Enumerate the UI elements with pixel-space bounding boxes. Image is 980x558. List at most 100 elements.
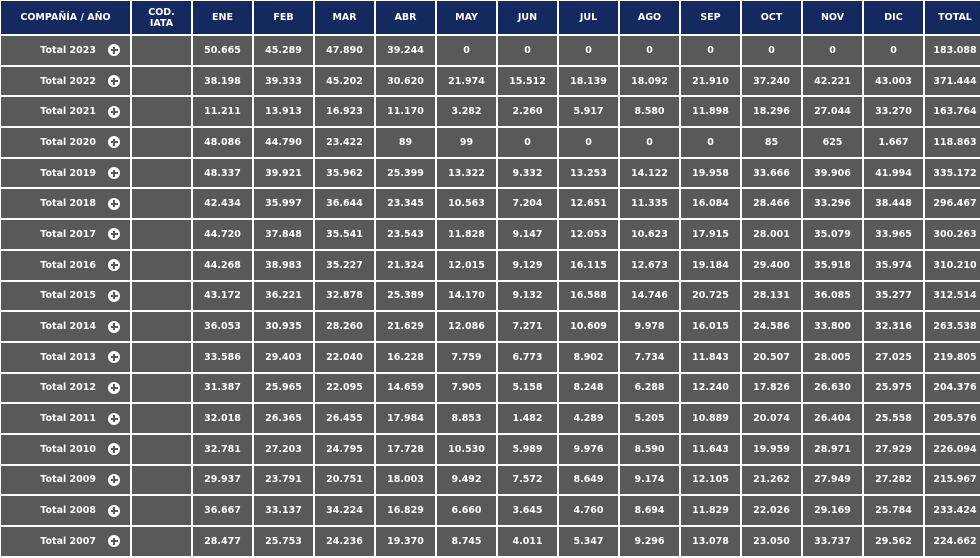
month-value-cell: 625	[801, 126, 864, 159]
month-value-cell: 18.296	[740, 95, 803, 129]
table-row: Total 2020 48.086 44.790 23.422 89 99 0 0 0 0 85 62…	[0, 126, 980, 159]
month-value-cell: 16.228	[374, 340, 437, 374]
table-row: Total 2007 28.477 25.753 24.236 19.370 8.745 4…	[0, 525, 980, 558]
column-header: MAY	[435, 0, 498, 36]
month-value-cell: 27.025	[862, 340, 925, 374]
plus-circle-icon[interactable]	[108, 320, 120, 333]
row-label: Total 2007	[40, 535, 96, 547]
month-value-cell: 28.131	[740, 279, 803, 313]
month-value-cell: 21.629	[374, 310, 437, 343]
month-value-cell: 28.477	[191, 525, 254, 558]
plus-circle-icon[interactable]	[108, 167, 120, 180]
month-value-cell: 32.781	[191, 432, 254, 466]
month-value-cell: 8.694	[618, 494, 681, 527]
month-value-cell: 36.053	[191, 310, 254, 343]
plus-circle-icon[interactable]	[108, 504, 120, 517]
month-value-cell: 17.826	[740, 371, 803, 405]
month-value-cell: 10.563	[435, 187, 498, 221]
month-value-cell: 25.558	[862, 402, 925, 435]
plus-circle-icon[interactable]	[108, 412, 120, 425]
month-value-cell: 16.015	[679, 310, 742, 343]
month-value-cell: 24.236	[313, 525, 376, 558]
iata-cell	[130, 187, 193, 221]
month-value-cell: 13.913	[252, 95, 315, 129]
plus-circle-icon[interactable]	[108, 44, 120, 57]
month-value-cell: 0	[618, 34, 681, 67]
month-value-cell: 14.122	[618, 156, 681, 190]
month-value-cell: 26.404	[801, 402, 864, 435]
month-value-cell: 25.399	[374, 156, 437, 190]
row-label: Total 2014	[40, 321, 96, 333]
month-value-cell: 18.139	[557, 64, 620, 98]
month-value-cell: 38.983	[252, 248, 315, 282]
row-label: Total 2011	[40, 413, 96, 425]
column-header: ENE	[191, 0, 254, 36]
month-value-cell: 30.620	[374, 64, 437, 98]
table-row: Total 2012 31.387 25.965 22.095 14.659 7.905 5…	[0, 371, 980, 405]
plus-circle-icon[interactable]	[108, 351, 120, 364]
plus-circle-icon[interactable]	[108, 535, 120, 548]
month-value-cell: 99	[435, 126, 498, 159]
plus-circle-icon[interactable]	[108, 197, 120, 210]
month-value-cell: 44.268	[191, 248, 254, 282]
month-value-cell: 13.078	[679, 525, 742, 558]
month-value-cell: 22.026	[740, 494, 803, 527]
total-cell: 118.863	[923, 126, 980, 159]
column-header: DIC	[862, 0, 925, 36]
month-value-cell: 28.466	[740, 187, 803, 221]
month-value-cell: 23.422	[313, 126, 376, 159]
column-header: JUN	[496, 0, 559, 36]
plus-circle-icon[interactable]	[108, 259, 120, 272]
row-label-cell: Total 2017	[0, 218, 132, 251]
table-row: Total 2017 44.720 37.848 35.541 23.543 11.828…	[0, 218, 980, 251]
month-value-cell: 33.666	[740, 156, 803, 190]
month-value-cell: 26.365	[252, 402, 315, 435]
iata-cell	[130, 525, 193, 558]
month-value-cell: 8.902	[557, 340, 620, 374]
month-value-cell: 28.971	[801, 432, 864, 466]
month-value-cell: 8.649	[557, 463, 620, 497]
plus-circle-icon[interactable]	[108, 443, 120, 456]
month-value-cell: 28.005	[801, 340, 864, 374]
month-value-cell: 38.448	[862, 187, 925, 221]
plus-circle-icon[interactable]	[108, 381, 120, 394]
month-value-cell: 33.586	[191, 340, 254, 374]
month-value-cell: 35.974	[862, 248, 925, 282]
row-label-cell: Total 2016	[0, 248, 132, 282]
plus-circle-icon[interactable]	[108, 289, 120, 302]
month-value-cell: 12.086	[435, 310, 498, 343]
month-value-cell: 42.221	[801, 64, 864, 98]
month-value-cell: 0	[862, 34, 925, 67]
month-value-cell: 14.659	[374, 371, 437, 405]
month-value-cell: 11.898	[679, 95, 742, 129]
row-label-cell: Total 2018	[0, 187, 132, 221]
month-value-cell: 32.018	[191, 402, 254, 435]
plus-circle-icon[interactable]	[108, 105, 120, 118]
month-value-cell: 43.003	[862, 64, 925, 98]
row-label: Total 2023	[40, 44, 96, 56]
month-value-cell: 36.221	[252, 279, 315, 313]
month-value-cell: 6.660	[435, 494, 498, 527]
month-value-cell: 5.989	[496, 432, 559, 466]
month-value-cell: 44.720	[191, 218, 254, 251]
iata-cell	[130, 494, 193, 527]
month-value-cell: 31.387	[191, 371, 254, 405]
month-value-cell: 1.482	[496, 402, 559, 435]
plus-circle-icon[interactable]	[108, 136, 120, 149]
plus-circle-icon[interactable]	[108, 473, 120, 486]
column-header: AGO	[618, 0, 681, 36]
month-value-cell: 10.889	[679, 402, 742, 435]
month-value-cell: 9.147	[496, 218, 559, 251]
month-value-cell: 12.240	[679, 371, 742, 405]
month-value-cell: 16.084	[679, 187, 742, 221]
month-value-cell: 24.586	[740, 310, 803, 343]
month-value-cell: 24.795	[313, 432, 376, 466]
iata-cell	[130, 156, 193, 190]
row-label: Total 2022	[40, 75, 96, 87]
month-value-cell: 0	[801, 34, 864, 67]
row-label: Total 2020	[40, 136, 96, 148]
plus-circle-icon[interactable]	[108, 75, 120, 88]
month-value-cell: 11.335	[618, 187, 681, 221]
month-value-cell: 0	[679, 34, 742, 67]
plus-circle-icon[interactable]	[108, 228, 120, 241]
